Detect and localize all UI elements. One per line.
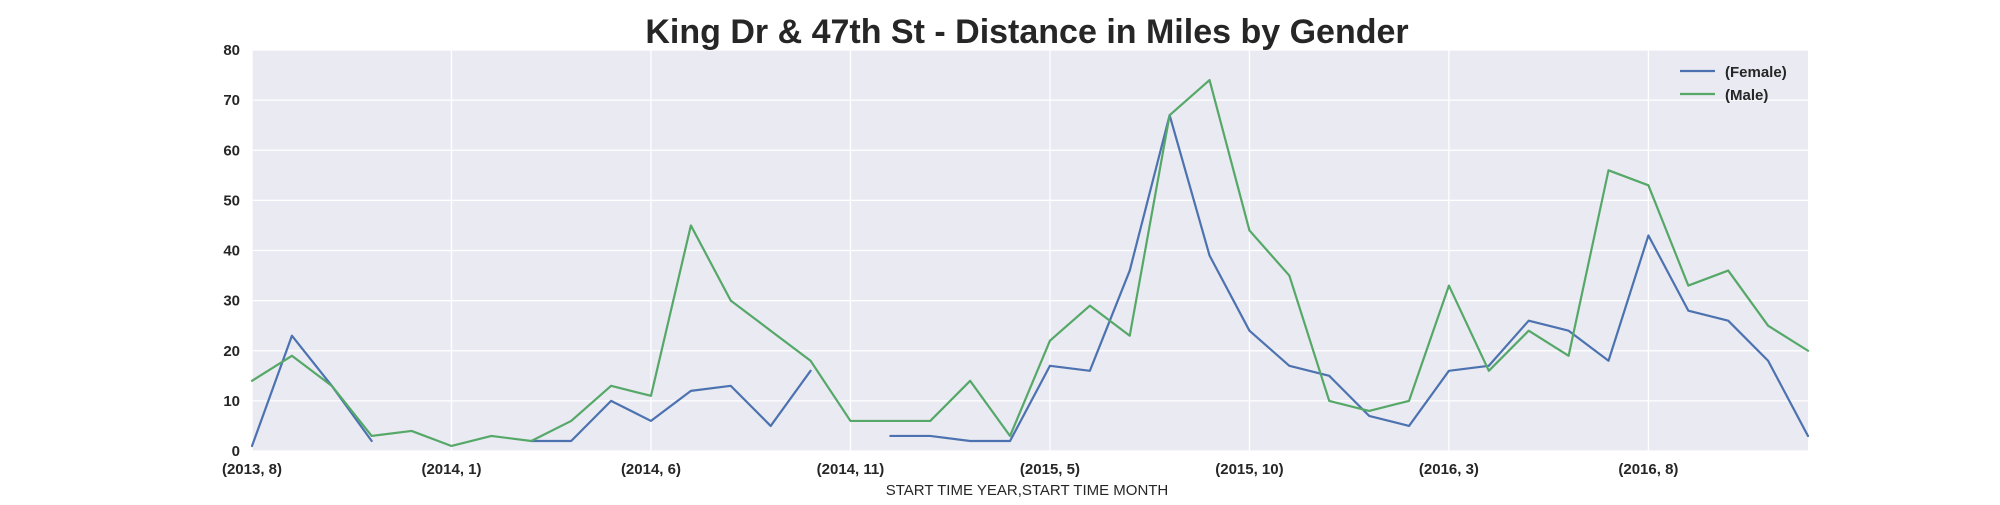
legend-label-male: (Male): [1725, 87, 1768, 104]
x-tick-label: (2013, 8): [222, 461, 282, 478]
y-tick-label: 60: [223, 142, 240, 159]
y-tick-label: 40: [223, 243, 240, 260]
x-tick-label: (2014, 11): [817, 461, 885, 478]
y-tick-label: 70: [223, 92, 240, 109]
chart-title: King Dr & 47th St - Distance in Miles by…: [645, 13, 1408, 51]
x-tick-label: (2015, 10): [1215, 461, 1283, 478]
grid-lines: [251, 49, 1808, 452]
series-line-female: [250, 114, 1810, 448]
y-tick-label: 0: [232, 443, 240, 460]
legend: (Female) (Male): [1680, 64, 1787, 104]
series-line-male: [250, 78, 1810, 448]
y-tick-label: 50: [223, 192, 240, 209]
y-tick-label: 10: [223, 393, 240, 410]
x-axis-ticks: (2013, 8) (2014, 1) (2014, 6) (2014, 11) (20…: [222, 461, 1678, 478]
x-tick-label: (2014, 1): [421, 461, 481, 478]
x-axis-label: START TIME YEAR,START TIME MONTH: [886, 482, 1169, 499]
x-tick-label: (2016, 8): [1618, 461, 1678, 478]
y-tick-label: 20: [223, 343, 240, 360]
y-tick-label: 30: [223, 293, 240, 310]
x-tick-label: (2016, 3): [1419, 461, 1479, 478]
y-axis-ticks: 0 10 20 30 40 50 60 70 80: [223, 42, 240, 460]
x-tick-label: (2014, 6): [621, 461, 681, 478]
legend-label-female: (Female): [1725, 64, 1787, 81]
series-lines: [250, 78, 1810, 448]
y-tick-label: 80: [223, 42, 240, 59]
x-tick-label: (2015, 5): [1020, 461, 1080, 478]
